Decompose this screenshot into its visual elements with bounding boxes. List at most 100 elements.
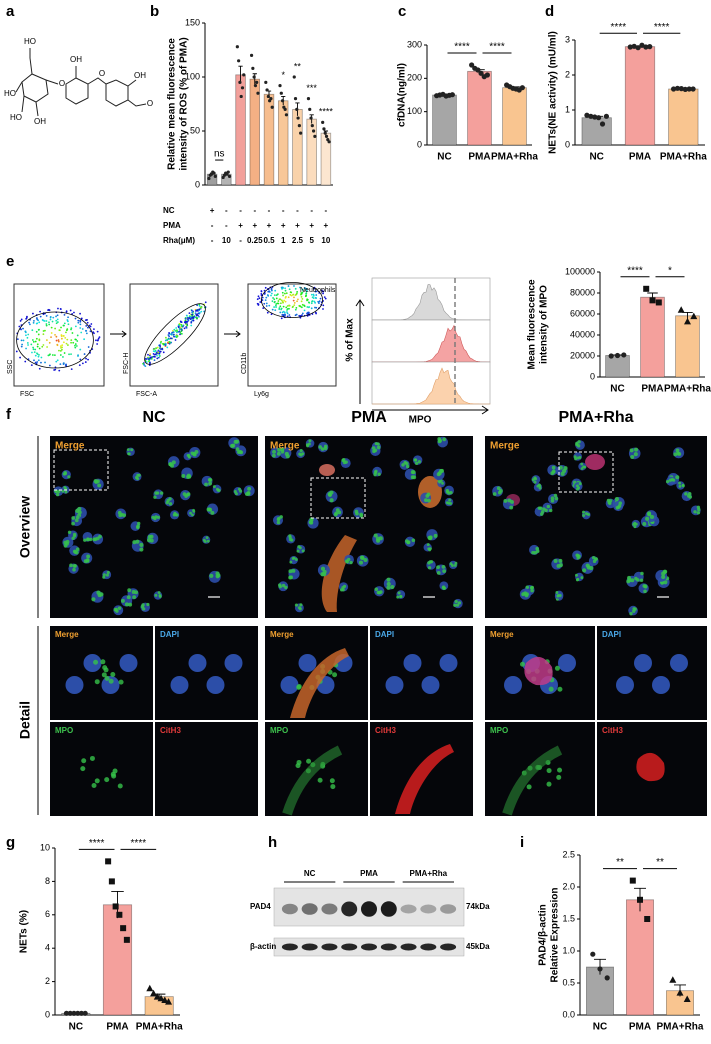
mpo-granule [582, 511, 585, 514]
mpo-granule [209, 574, 213, 578]
bar [250, 79, 260, 185]
flow-event [279, 305, 281, 307]
flow-event [55, 316, 57, 318]
mpo-granule [582, 514, 585, 517]
image-bg [155, 626, 258, 720]
data-point [605, 975, 610, 980]
flow-event [296, 314, 298, 316]
data-point [327, 140, 330, 143]
mpo-granule [139, 547, 143, 551]
flow-event [180, 321, 182, 323]
flow-event [16, 351, 18, 353]
hist-frame [372, 320, 490, 362]
flow-event [40, 316, 42, 318]
detail-image: CitH3 [597, 722, 707, 816]
channel-label: MPO [55, 726, 73, 735]
y-axis-label: NETs (%) [19, 910, 30, 953]
flow-event [59, 329, 61, 331]
mpo-granule [669, 479, 672, 482]
merge-label: Merge [55, 441, 85, 452]
significance-label: ** [616, 857, 624, 868]
y-tick-label: 4 [45, 943, 50, 953]
panel-label: b [150, 3, 159, 20]
mpo-granule [563, 466, 567, 470]
flow-event [146, 358, 148, 360]
flow-event [270, 295, 272, 297]
condition-cell: - [239, 206, 242, 215]
mpo-granule [84, 559, 88, 563]
band [321, 904, 337, 915]
flow-event [79, 349, 81, 351]
flow-event [287, 313, 289, 315]
group-label: NC [304, 869, 316, 878]
data-point [615, 353, 620, 358]
mpo-granule [661, 575, 665, 579]
mpo-granule [411, 470, 415, 474]
flow-event [315, 297, 317, 299]
data-point [295, 108, 298, 111]
nucleus [299, 654, 317, 672]
flow-event [97, 331, 99, 333]
flow-event [160, 341, 162, 343]
net-stain [585, 454, 605, 470]
channel-label: CitH3 [375, 726, 396, 735]
mpo-granule [455, 600, 458, 603]
flow-event [32, 313, 34, 315]
mpo-granule [302, 549, 305, 552]
condition-cell: 5 [309, 236, 314, 245]
mpo-granule [675, 475, 679, 479]
data-point [267, 95, 270, 98]
mpo-granule [580, 463, 583, 466]
flow-event [65, 363, 67, 365]
mpo-granule [73, 564, 77, 568]
mpo-granule [437, 571, 441, 575]
flow-event [33, 341, 35, 343]
data-point [242, 73, 245, 76]
mpo-granule [497, 486, 501, 490]
atom-label: O [147, 99, 153, 108]
flow-event [272, 300, 274, 302]
mpo-granule [387, 582, 391, 586]
atom-label: O [59, 79, 65, 88]
mpo-granule [74, 550, 78, 554]
condition-cell: + [281, 221, 286, 230]
band [420, 944, 436, 951]
flow-event [322, 304, 324, 306]
flow-event [276, 298, 278, 300]
hist-y-label: % of Max [345, 318, 356, 362]
condition-cell: 0.25 [247, 236, 263, 245]
image-bg [370, 626, 473, 720]
channel-label: DAPI [375, 630, 394, 639]
nucleus [120, 654, 138, 672]
flow-event [281, 317, 283, 319]
mpo-granule [682, 484, 685, 487]
flow-event [178, 331, 180, 333]
condition-label: Rha(μM) [163, 236, 195, 245]
flow-event [190, 325, 192, 327]
mpo-granule [299, 607, 302, 610]
data-point [254, 84, 257, 87]
significance-label: **** [489, 42, 505, 53]
nucleus [207, 676, 225, 694]
flow-event [151, 358, 153, 360]
flow-event [275, 303, 277, 305]
x-tick-label: PMA [468, 152, 490, 163]
mpo-granule [321, 447, 325, 451]
y-tick-label: 80000 [570, 287, 595, 297]
mpo-granule [138, 474, 141, 477]
bar [293, 109, 303, 185]
mpo-granule [192, 510, 195, 513]
flow-event [193, 320, 195, 322]
mpo-granule [330, 778, 335, 783]
flow-event [279, 312, 281, 314]
flow-event [165, 344, 167, 346]
flow-event [181, 325, 183, 327]
y-tick-label: 300 [407, 39, 422, 49]
y-tick-label: 2.0 [562, 881, 575, 891]
y-axis-label: intensity of MPO [539, 285, 550, 364]
detail-image: Merge [485, 626, 595, 720]
flow-event [50, 316, 52, 318]
mpo-granule [306, 759, 311, 764]
y-axis-label: Mean fluorescence [527, 279, 538, 369]
